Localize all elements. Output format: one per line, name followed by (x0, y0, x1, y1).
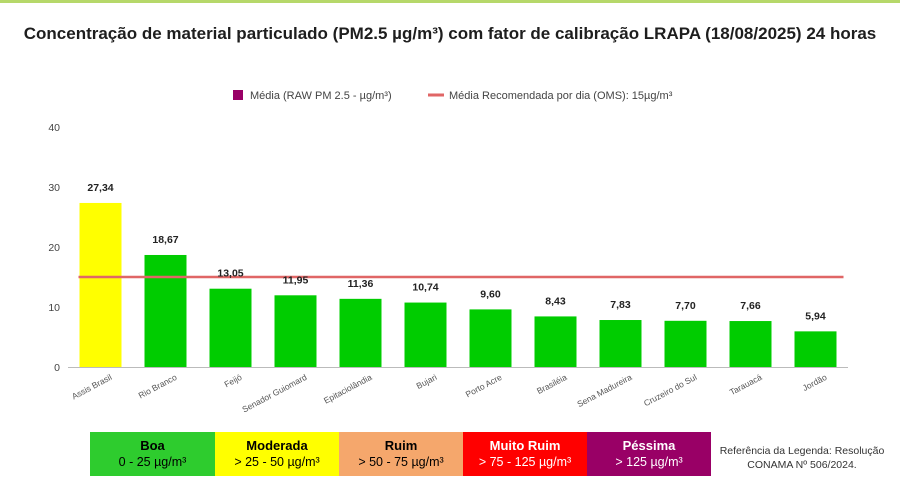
legend-cell-range: > 125 µg/m³ (615, 455, 683, 469)
y-tick-label: 20 (48, 242, 60, 254)
bar (729, 321, 772, 367)
x-tick-label: Cruzeiro do Sul (642, 372, 699, 408)
y-tick-label: 40 (48, 122, 60, 134)
legend-cell-name: Boa (140, 438, 165, 453)
x-tick-label: Feijó (222, 372, 243, 390)
reference-line-1: Referência da Legenda: Resolução (719, 445, 885, 457)
bar (339, 298, 382, 367)
x-tick-label: Porto Acre (464, 372, 504, 400)
x-tick-label: Tarauacá (728, 372, 764, 397)
legend-cell-moderada: Moderada > 25 - 50 µg/m³ (215, 432, 339, 476)
x-tick-label: Rio Branco (137, 372, 179, 401)
legend-cell-range: > 75 - 125 µg/m³ (478, 455, 572, 469)
bar-value-label: 9,60 (480, 288, 501, 300)
bar (209, 288, 252, 367)
bar-value-label: 27,34 (87, 182, 113, 194)
bar-value-label: 11,95 (283, 274, 309, 286)
legend-cell-name: Péssima (622, 438, 676, 453)
bar (664, 320, 707, 367)
y-tick-label: 0 (54, 362, 60, 374)
y-tick-label: 10 (48, 302, 60, 314)
legend-cell-name: Muito Ruim (489, 438, 561, 453)
legend-reference-note: Referência da Legenda: Resolução CONAMA … (712, 444, 892, 472)
bar-value-label: 7,70 (675, 300, 696, 312)
reference-line-2: CONAMA Nº 506/2024. (747, 459, 857, 471)
x-tick-label: Assis Brasil (70, 372, 114, 402)
x-tick-label: Bujari (415, 372, 439, 391)
bar-value-label: 5,94 (805, 310, 826, 322)
bar (404, 302, 447, 367)
legend-cell-name: Moderada (246, 438, 308, 453)
x-tick-label: Jordão (801, 372, 829, 393)
y-tick-label: 30 (48, 182, 60, 194)
legend-cell-pessima: Péssima > 125 µg/m³ (587, 432, 711, 476)
bar-value-label: 7,66 (740, 300, 761, 312)
pm25-bar-chart: 0 10 20 30 40 27,34 18,67 13,05 11,95 11,36 10,74 9… (48, 90, 848, 415)
x-tick-label: Epitaciolândia (322, 372, 374, 406)
page-title: Concentração de material particulado (PM… (23, 24, 877, 43)
bar-value-label: 10,74 (412, 282, 438, 294)
legend-cell-range: 0 - 25 µg/m³ (118, 455, 187, 469)
legend-cell-boa: Boa 0 - 25 µg/m³ (90, 432, 215, 476)
air-quality-legend: Boa 0 - 25 µg/m³ Moderada > 25 - 50 µg/m… (90, 432, 711, 476)
legend-cell-range: > 50 - 75 µg/m³ (358, 455, 444, 469)
bar-value-label: 11,36 (348, 278, 374, 290)
legend-label-media: Média (RAW PM 2.5 - µg/m³) (250, 90, 392, 102)
bar (794, 331, 837, 367)
top-accent-rule (0, 0, 900, 3)
bar (534, 316, 577, 367)
bar (79, 202, 122, 367)
legend-cell-ruim: Ruim > 50 - 75 µg/m³ (339, 432, 463, 476)
x-tick-label: Sena Madureira (575, 372, 633, 409)
bar (274, 295, 317, 367)
x-tick-label: Brasiléia (535, 372, 569, 396)
bar (144, 254, 187, 367)
bar (469, 309, 512, 367)
bar (599, 320, 642, 367)
legend-cell-name: Ruim (384, 438, 418, 453)
bar-value-label: 7,83 (610, 299, 631, 311)
legend-label-oms: Média Recomendada por dia (OMS): 15µg/m³ (449, 90, 673, 102)
bar-value-label: 8,43 (545, 295, 566, 307)
legend-cell-range: > 25 - 50 µg/m³ (234, 455, 320, 469)
bar-value-label: 13,05 (217, 268, 243, 280)
x-tick-label: Senador Guiomard (240, 372, 308, 415)
legend-cell-muito-ruim: Muito Ruim > 75 - 125 µg/m³ (463, 432, 587, 476)
legend-swatch-media (233, 90, 243, 100)
bar-value-label: 18,67 (152, 234, 178, 246)
